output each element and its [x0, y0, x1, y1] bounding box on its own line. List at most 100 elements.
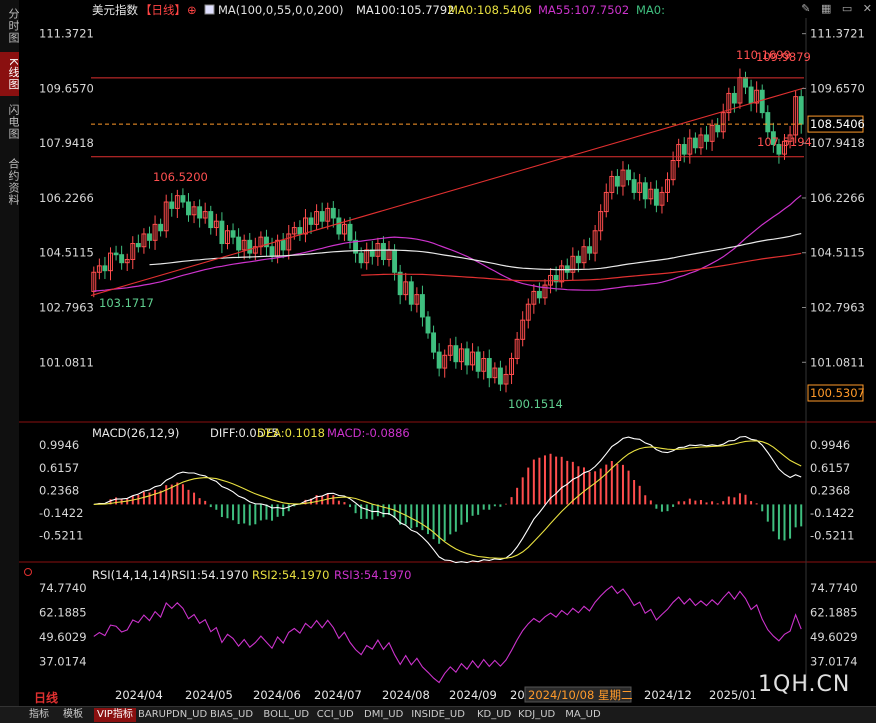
candle-body — [453, 345, 459, 363]
bottom-tab-10[interactable]: KDJ_UD — [518, 709, 556, 720]
rsi-tick-right: 62.1885 — [810, 606, 858, 620]
candle-body — [525, 303, 531, 321]
rsi2-value: RSI2:54.1970 — [252, 568, 329, 582]
bottom-toolbar: 指标 模板 VIP指标 BARUPDN_UD BIAS_UD BOLL_UD CCI_UD D… — [0, 706, 876, 723]
candle-body — [637, 182, 643, 193]
candle-body — [419, 294, 425, 318]
macd-name: MACD(26,12,9) — [92, 426, 179, 440]
symbol-name: 美元指数 — [92, 3, 138, 17]
price-tick-label-left: 106.2266 — [39, 191, 94, 205]
price-tick-label-right: 104.5115 — [810, 246, 865, 260]
bottom-tab-5[interactable]: BOLL_UD — [263, 709, 310, 720]
candle-body — [503, 373, 509, 385]
candle-body — [743, 76, 748, 88]
rsi-name: RSI(14,14,14) — [92, 568, 171, 582]
candle-body — [598, 211, 604, 232]
bottom-tab-11[interactable]: MA_UD — [565, 709, 601, 720]
ma55-line — [93, 194, 802, 292]
candle-body — [431, 332, 437, 353]
grid-icon[interactable]: ▦ — [820, 2, 832, 15]
candle-body — [130, 243, 136, 260]
bottom-tab-3[interactable]: BARUPDN_UD — [138, 709, 208, 720]
candle-body — [225, 230, 230, 245]
diff-line — [93, 435, 802, 564]
macd-diff: DIFF:0.0575 — [210, 426, 279, 440]
macd-tick-left: 0.2368 — [39, 483, 79, 497]
ma200-line — [361, 252, 802, 282]
candle-body — [754, 89, 760, 104]
price-tick-label-right: 101.0811 — [810, 355, 865, 369]
candle-body — [341, 223, 347, 235]
price-tick-label-right: 107.9418 — [810, 136, 865, 150]
bottom-tab-2[interactable]: VIP指标 — [94, 708, 136, 722]
toolbar-icons: ✎ ▦ ▭ ✕ — [794, 2, 872, 15]
chart-area[interactable]: 美元指数 【日线】 ⊕ MA(100,0,55,0,0,200) MA100:1… — [19, 0, 876, 706]
price-tick-label-left: 104.5115 — [39, 246, 94, 260]
candle-body — [180, 195, 186, 203]
rsi-tick-right: 37.0174 — [810, 655, 858, 669]
candle-body — [336, 217, 342, 235]
candle-body — [403, 281, 409, 296]
rsi1-value: RSI1:54.1970 — [171, 568, 248, 582]
candle-body — [715, 124, 721, 133]
candle-body — [314, 211, 320, 225]
x-label: 2024/12 — [644, 688, 692, 702]
left-tab-3[interactable]: 合约资料 — [7, 158, 20, 206]
price-tick-label-right: 111.3721 — [810, 27, 865, 41]
rsi3-value: RSI3:54.1970 — [334, 568, 411, 582]
bottom-tab-9[interactable]: KD_UD — [477, 709, 512, 720]
candle-body — [358, 252, 364, 264]
current-price-box — [807, 115, 864, 133]
x-label: 2024/08 — [382, 688, 430, 702]
current-price-label: 108.5406 — [810, 117, 865, 131]
candle-body — [147, 233, 152, 241]
rsi-tick-left: 37.0174 — [39, 655, 87, 669]
bottom-tab-7[interactable]: DMI_UD — [364, 709, 404, 720]
level-label: 107.5194 — [757, 135, 812, 149]
bottom-tab-0[interactable]: 指标 — [29, 709, 49, 720]
rsi-tick-left: 74.7740 — [39, 581, 87, 595]
candle-body — [291, 227, 297, 235]
candle-body — [124, 258, 130, 264]
macd-tick-right: -0.1422 — [810, 506, 854, 520]
bottom-tab-1[interactable]: 模板 — [63, 709, 83, 720]
trend-line — [90, 87, 805, 297]
candle-body — [514, 338, 520, 359]
candle-body — [102, 265, 108, 272]
candle-body — [113, 252, 119, 256]
candle-body — [470, 351, 476, 366]
left-tab-1[interactable]: K线图 — [0, 52, 20, 96]
bottom-tab-8[interactable]: INSIDE_UD — [411, 709, 465, 720]
candle-body — [325, 207, 331, 222]
minimize-icon[interactable]: ▭ — [841, 2, 853, 15]
candle-body — [475, 351, 481, 372]
left-tab-2[interactable]: 闪电图 — [7, 104, 20, 140]
left-tab-0[interactable]: 分时图 — [7, 8, 20, 44]
top-label: 110.1699 — [736, 48, 791, 62]
candle-body — [497, 367, 503, 385]
candle-body — [247, 239, 253, 254]
candle-body — [776, 144, 782, 155]
top-label-2: 109.9879 — [756, 50, 811, 64]
candle-body — [230, 230, 236, 238]
candle-body — [681, 144, 687, 155]
ma100-line — [149, 233, 802, 271]
ma100-value: MA100:105.7792 — [356, 3, 455, 17]
watermark: 1QH.CN — [758, 672, 851, 697]
candle-body — [575, 255, 581, 264]
add-icon[interactable]: ⊕ — [187, 3, 197, 17]
period-label[interactable]: 日线 — [34, 691, 59, 705]
ma0b-value: MA0: — [636, 3, 665, 17]
candle-body — [119, 254, 125, 264]
period-name[interactable]: 【日线】 — [140, 3, 186, 17]
edit-icon[interactable]: ✎ — [801, 2, 811, 15]
bottom-tab-4[interactable]: BIAS_UD — [210, 709, 254, 720]
close-icon[interactable]: ✕ — [862, 2, 872, 15]
price-tick-label-left: 109.6570 — [39, 81, 94, 95]
bottom-tab-6[interactable]: CCI_UD — [316, 709, 354, 720]
low-box-label: 100.5307 — [810, 386, 865, 400]
candle-body — [787, 134, 793, 142]
ma-param: MA(100,0,55,0,0,200) — [218, 3, 344, 17]
candle-body — [481, 357, 487, 372]
candle-body — [687, 137, 693, 155]
